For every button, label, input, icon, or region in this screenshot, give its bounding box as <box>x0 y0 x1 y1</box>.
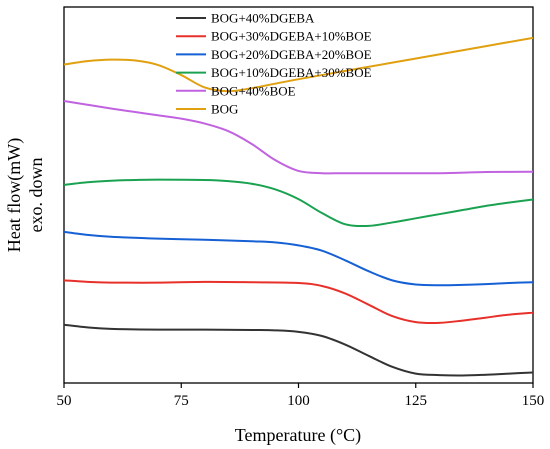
legend-label-5: BOG+40%BOE <box>211 83 296 98</box>
legend: BOG+40%DGEBA BOG+30%DGEBA+10%BOE BOG+20%DG… <box>176 11 372 117</box>
legend-label-3: BOG+20%DGEBA+20%BOE <box>211 47 372 62</box>
y-axis-title-line2: exo. down <box>26 158 46 233</box>
series-group <box>63 36 534 377</box>
x-tick-label: 100 <box>287 393 310 409</box>
x-tick-label: 75 <box>174 393 189 409</box>
series-line-3 <box>63 230 534 287</box>
series-line-5 <box>63 100 534 175</box>
legend-label-2: BOG+30%DGEBA+10%BOE <box>211 29 372 44</box>
x-axis-title: Temperature (°C) <box>235 425 361 446</box>
series-line-4 <box>63 178 534 228</box>
x-tick-label: 125 <box>405 393 428 409</box>
y-axis-title-line1: Heat flow(mW) <box>4 138 25 252</box>
x-tick-label: 150 <box>522 393 545 409</box>
x-tick-label: 50 <box>57 393 72 409</box>
x-axis-ticks: 50 75 100 125 150 <box>57 383 545 409</box>
legend-label-6: BOG <box>211 102 238 117</box>
legend-label-1: BOG+40%DGEBA <box>211 11 315 26</box>
plot-frame <box>63 6 534 384</box>
series-line-2 <box>63 279 534 325</box>
series-line-1 <box>63 323 534 377</box>
legend-label-4: BOG+10%DGEBA+30%BOE <box>211 65 372 80</box>
series-line-6 <box>63 36 534 93</box>
